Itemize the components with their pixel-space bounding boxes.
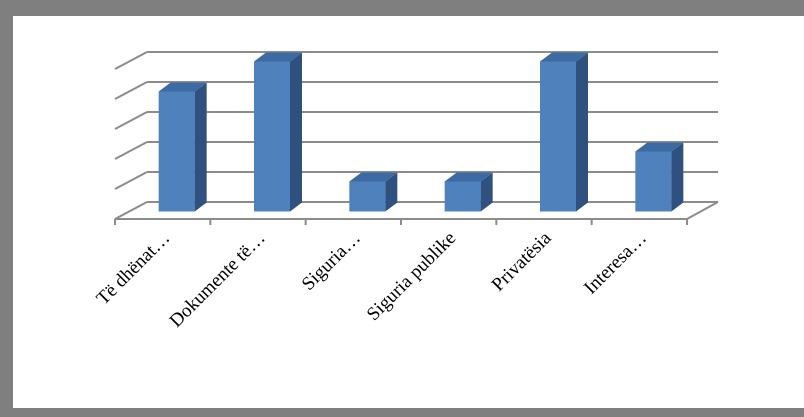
bars: [158, 52, 684, 212]
bar-side: [194, 82, 207, 212]
gridline-depth: [114, 141, 148, 160]
x-tick-label: Të dhënat…: [93, 228, 175, 310]
floor-edge: [686, 201, 719, 220]
gridline-depth: [114, 201, 148, 220]
bar-top: [349, 172, 398, 182]
bar: [158, 82, 207, 212]
gridline-depth: [114, 111, 148, 130]
gridline-depth: [114, 51, 148, 70]
bar-chart: Të dhënat…Dokumente të… Siguria…Siguria p…: [93, 51, 719, 332]
x-tick-labels: Të dhënat…Dokumente të… Siguria…Siguria p…: [93, 227, 651, 331]
bar-top: [444, 172, 493, 182]
gridline-depth: [114, 171, 148, 190]
bar-top: [158, 82, 207, 92]
gridlines: [114, 51, 719, 220]
x-tick-label: Dokumente të…: [166, 228, 270, 332]
bar-side: [290, 52, 302, 212]
bar: [349, 172, 398, 212]
bar-front: [158, 91, 195, 212]
bar: [254, 52, 302, 212]
x-tick-label: Interesa…: [580, 228, 651, 299]
x-tick-label: Privatësia: [488, 227, 556, 295]
bar: [540, 52, 588, 212]
bar-top: [635, 142, 684, 152]
x-tick-label: Siguria publike: [363, 228, 460, 325]
bar-front: [349, 181, 386, 212]
bar-top: [254, 52, 302, 62]
bar-front: [540, 61, 576, 212]
x-axis: [114, 218, 688, 225]
bar: [444, 172, 493, 212]
bar-front: [635, 151, 672, 212]
bar-front: [444, 181, 481, 212]
bar-top: [540, 52, 588, 62]
bar-side: [576, 52, 588, 212]
bar-side: [480, 172, 493, 212]
chart-area: Të dhënat… Dokumente të… Siguria… Siguria p…: [13, 16, 804, 408]
gridline-depth: [114, 81, 148, 100]
bar-side: [385, 172, 398, 212]
bar: [635, 142, 684, 212]
bar-side: [671, 142, 684, 212]
bar-front: [254, 61, 290, 212]
x-tick-label: Siguria…: [298, 228, 365, 295]
